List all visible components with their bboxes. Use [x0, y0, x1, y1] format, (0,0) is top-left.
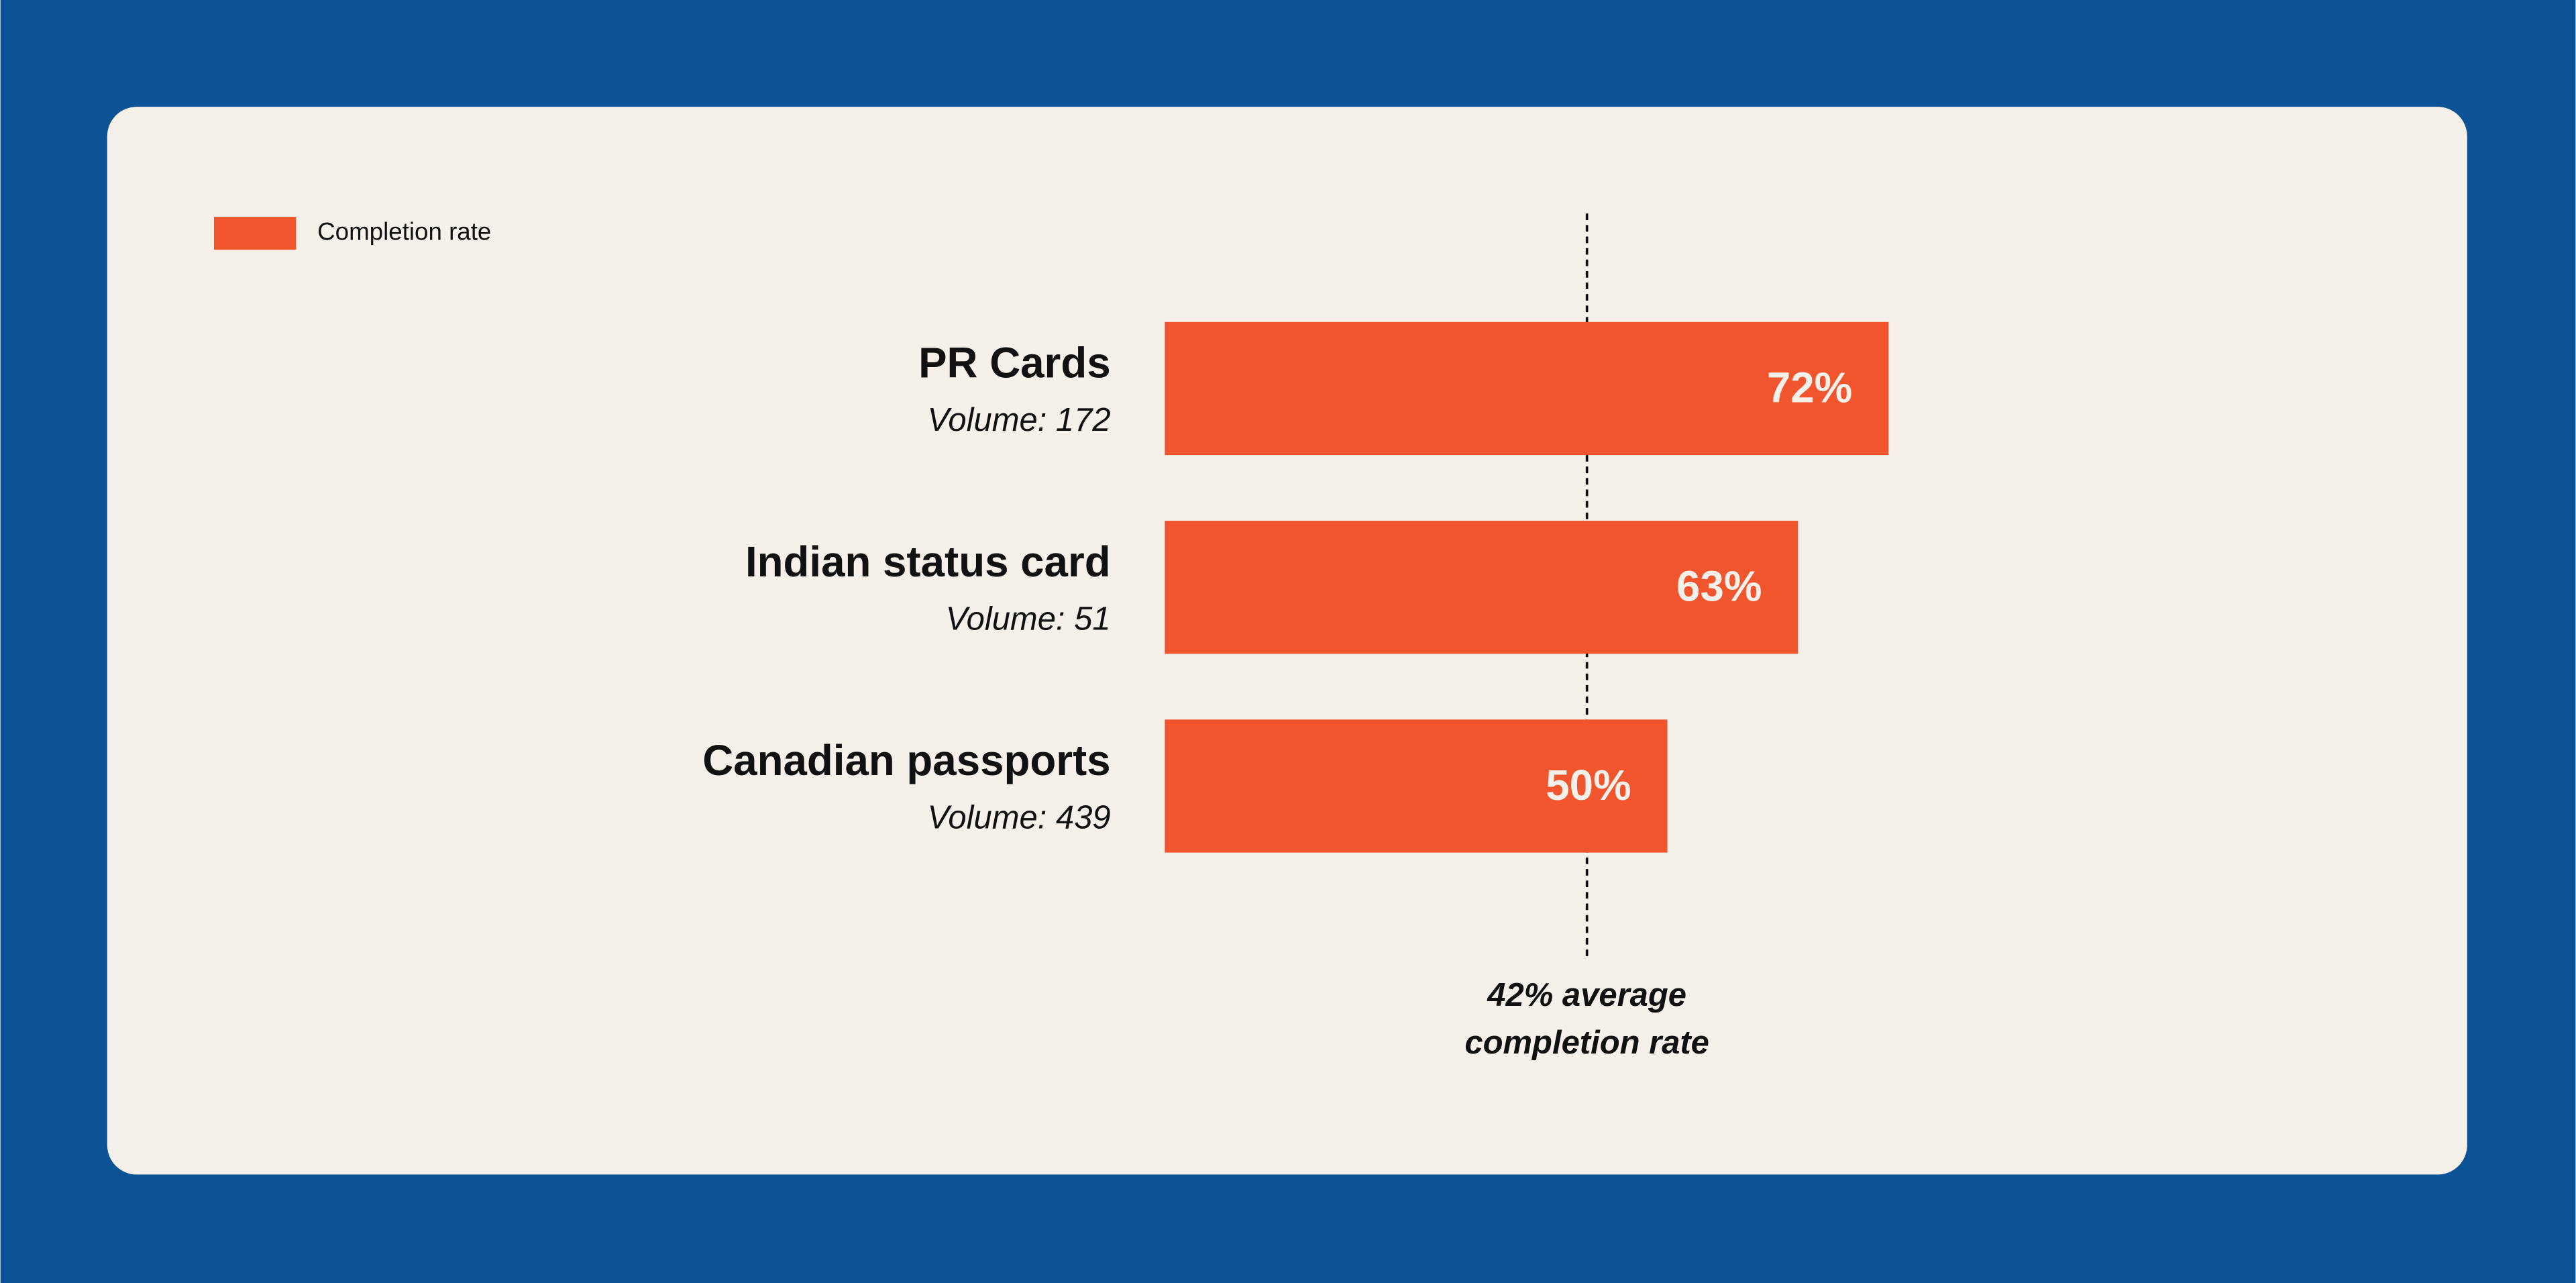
legend-label: Completion rate [317, 217, 491, 245]
category-label: PR Cards [918, 340, 1110, 387]
reference-label: 42% average [1487, 977, 1686, 1013]
bar [1165, 521, 1799, 654]
volume-label: Volume: 51 [946, 601, 1111, 637]
legend-swatch [213, 217, 297, 250]
bar [1165, 719, 1668, 853]
value-label: 72% [1767, 364, 1852, 411]
category-label: Canadian passports [702, 737, 1110, 784]
bar [1165, 321, 1889, 456]
reference-label: completion rate [1464, 1025, 1709, 1061]
volume-label: Volume: 439 [928, 800, 1111, 836]
value-label: 63% [1676, 563, 1762, 611]
category-label: Indian status card [745, 538, 1111, 586]
value-label: 50% [1546, 762, 1631, 809]
volume-label: Volume: 172 [928, 402, 1111, 438]
